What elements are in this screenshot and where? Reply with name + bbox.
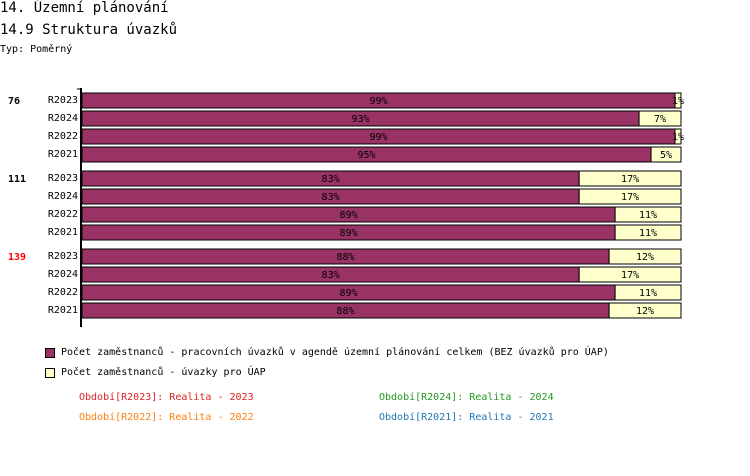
chart-type-label: Typ: Poměrný [0,44,73,55]
category-label: R2023 [48,95,78,106]
period-r2023: Období[R2023]: Realita - 2023 [79,392,254,403]
period-r2022: Období[R2022]: Realita - 2022 [79,412,254,423]
category-label: R2024 [48,269,78,280]
data-label: 17% [621,270,639,281]
category-label: R2022 [48,287,78,298]
period-r2021: Období[R2021]: Realita - 2021 [379,412,554,423]
data-label: 89% [340,288,358,299]
data-label: 11% [639,288,657,299]
category-label: R2024 [48,113,78,124]
data-label: 11% [639,210,657,221]
category-label: R2022 [48,209,78,220]
bar-segment-series2 [608,302,682,319]
legend-label: Počet zaměstnanců - pracovních úvazků v … [61,347,609,358]
bar-segment-series2 [650,146,682,163]
data-label: 88% [337,252,355,263]
data-label: 83% [322,174,340,185]
data-label: 1% [672,96,684,107]
data-label: 88% [337,306,355,317]
bar-segment-series2 [638,110,682,127]
data-label: 95% [357,150,375,161]
data-label: 93% [352,114,370,125]
category-label: R2024 [48,191,78,202]
category-label: R2022 [48,131,78,142]
bar-segment-series2 [578,188,682,205]
data-label: 11% [639,228,657,239]
category-label: R2021 [48,305,78,316]
page-subtitle: 14.9 Struktura úvazků [0,22,178,38]
stacked-bar-chart: 76 R2023 99% 1% R2024 93% 7% R2022 99% 1% R2021 95%… [8,88,684,327]
legend-item-series2: Počet zaměstnanců - úvazky pro ÚAP [45,367,266,378]
bar-segment-series2 [608,248,682,265]
group-label: 76 [8,96,20,107]
bar-segment-series2 [578,266,682,283]
bar-segment-series2 [614,206,682,223]
group-label: 139 [8,252,26,263]
bar-segment-series2 [614,284,682,301]
data-label: 12% [636,306,654,317]
group-label: 111 [8,174,26,185]
legend-label: Počet zaměstnanců - úvazky pro ÚAP [61,367,266,378]
data-label: 99% [369,96,387,107]
legend-item-series1: Počet zaměstnanců - pracovních úvazků v … [45,347,609,358]
data-label: 1% [672,132,684,143]
data-label: 83% [322,270,340,281]
bar-segment-series2 [578,170,682,187]
data-label: 5% [660,150,672,161]
data-label: 17% [621,174,639,185]
category-label: R2021 [48,149,78,160]
category-label: R2023 [48,251,78,262]
bar-segment-series2 [614,224,682,241]
legend-swatch [45,347,55,358]
period-r2024: Období[R2024]: Realita - 2024 [379,392,554,403]
data-label: 83% [322,192,340,203]
category-label: R2023 [48,173,78,184]
data-label: 7% [654,114,666,125]
data-label: 17% [621,192,639,203]
data-label: 99% [369,132,387,143]
category-label: R2021 [48,227,78,238]
legend-swatch [45,367,55,378]
data-label: 89% [340,210,358,221]
data-label: 12% [636,252,654,263]
bar-segment-series2 [674,92,682,109]
data-label: 89% [340,228,358,239]
bar-segment-series2 [674,128,682,145]
page-title: 14. Územní plánování [0,0,169,16]
